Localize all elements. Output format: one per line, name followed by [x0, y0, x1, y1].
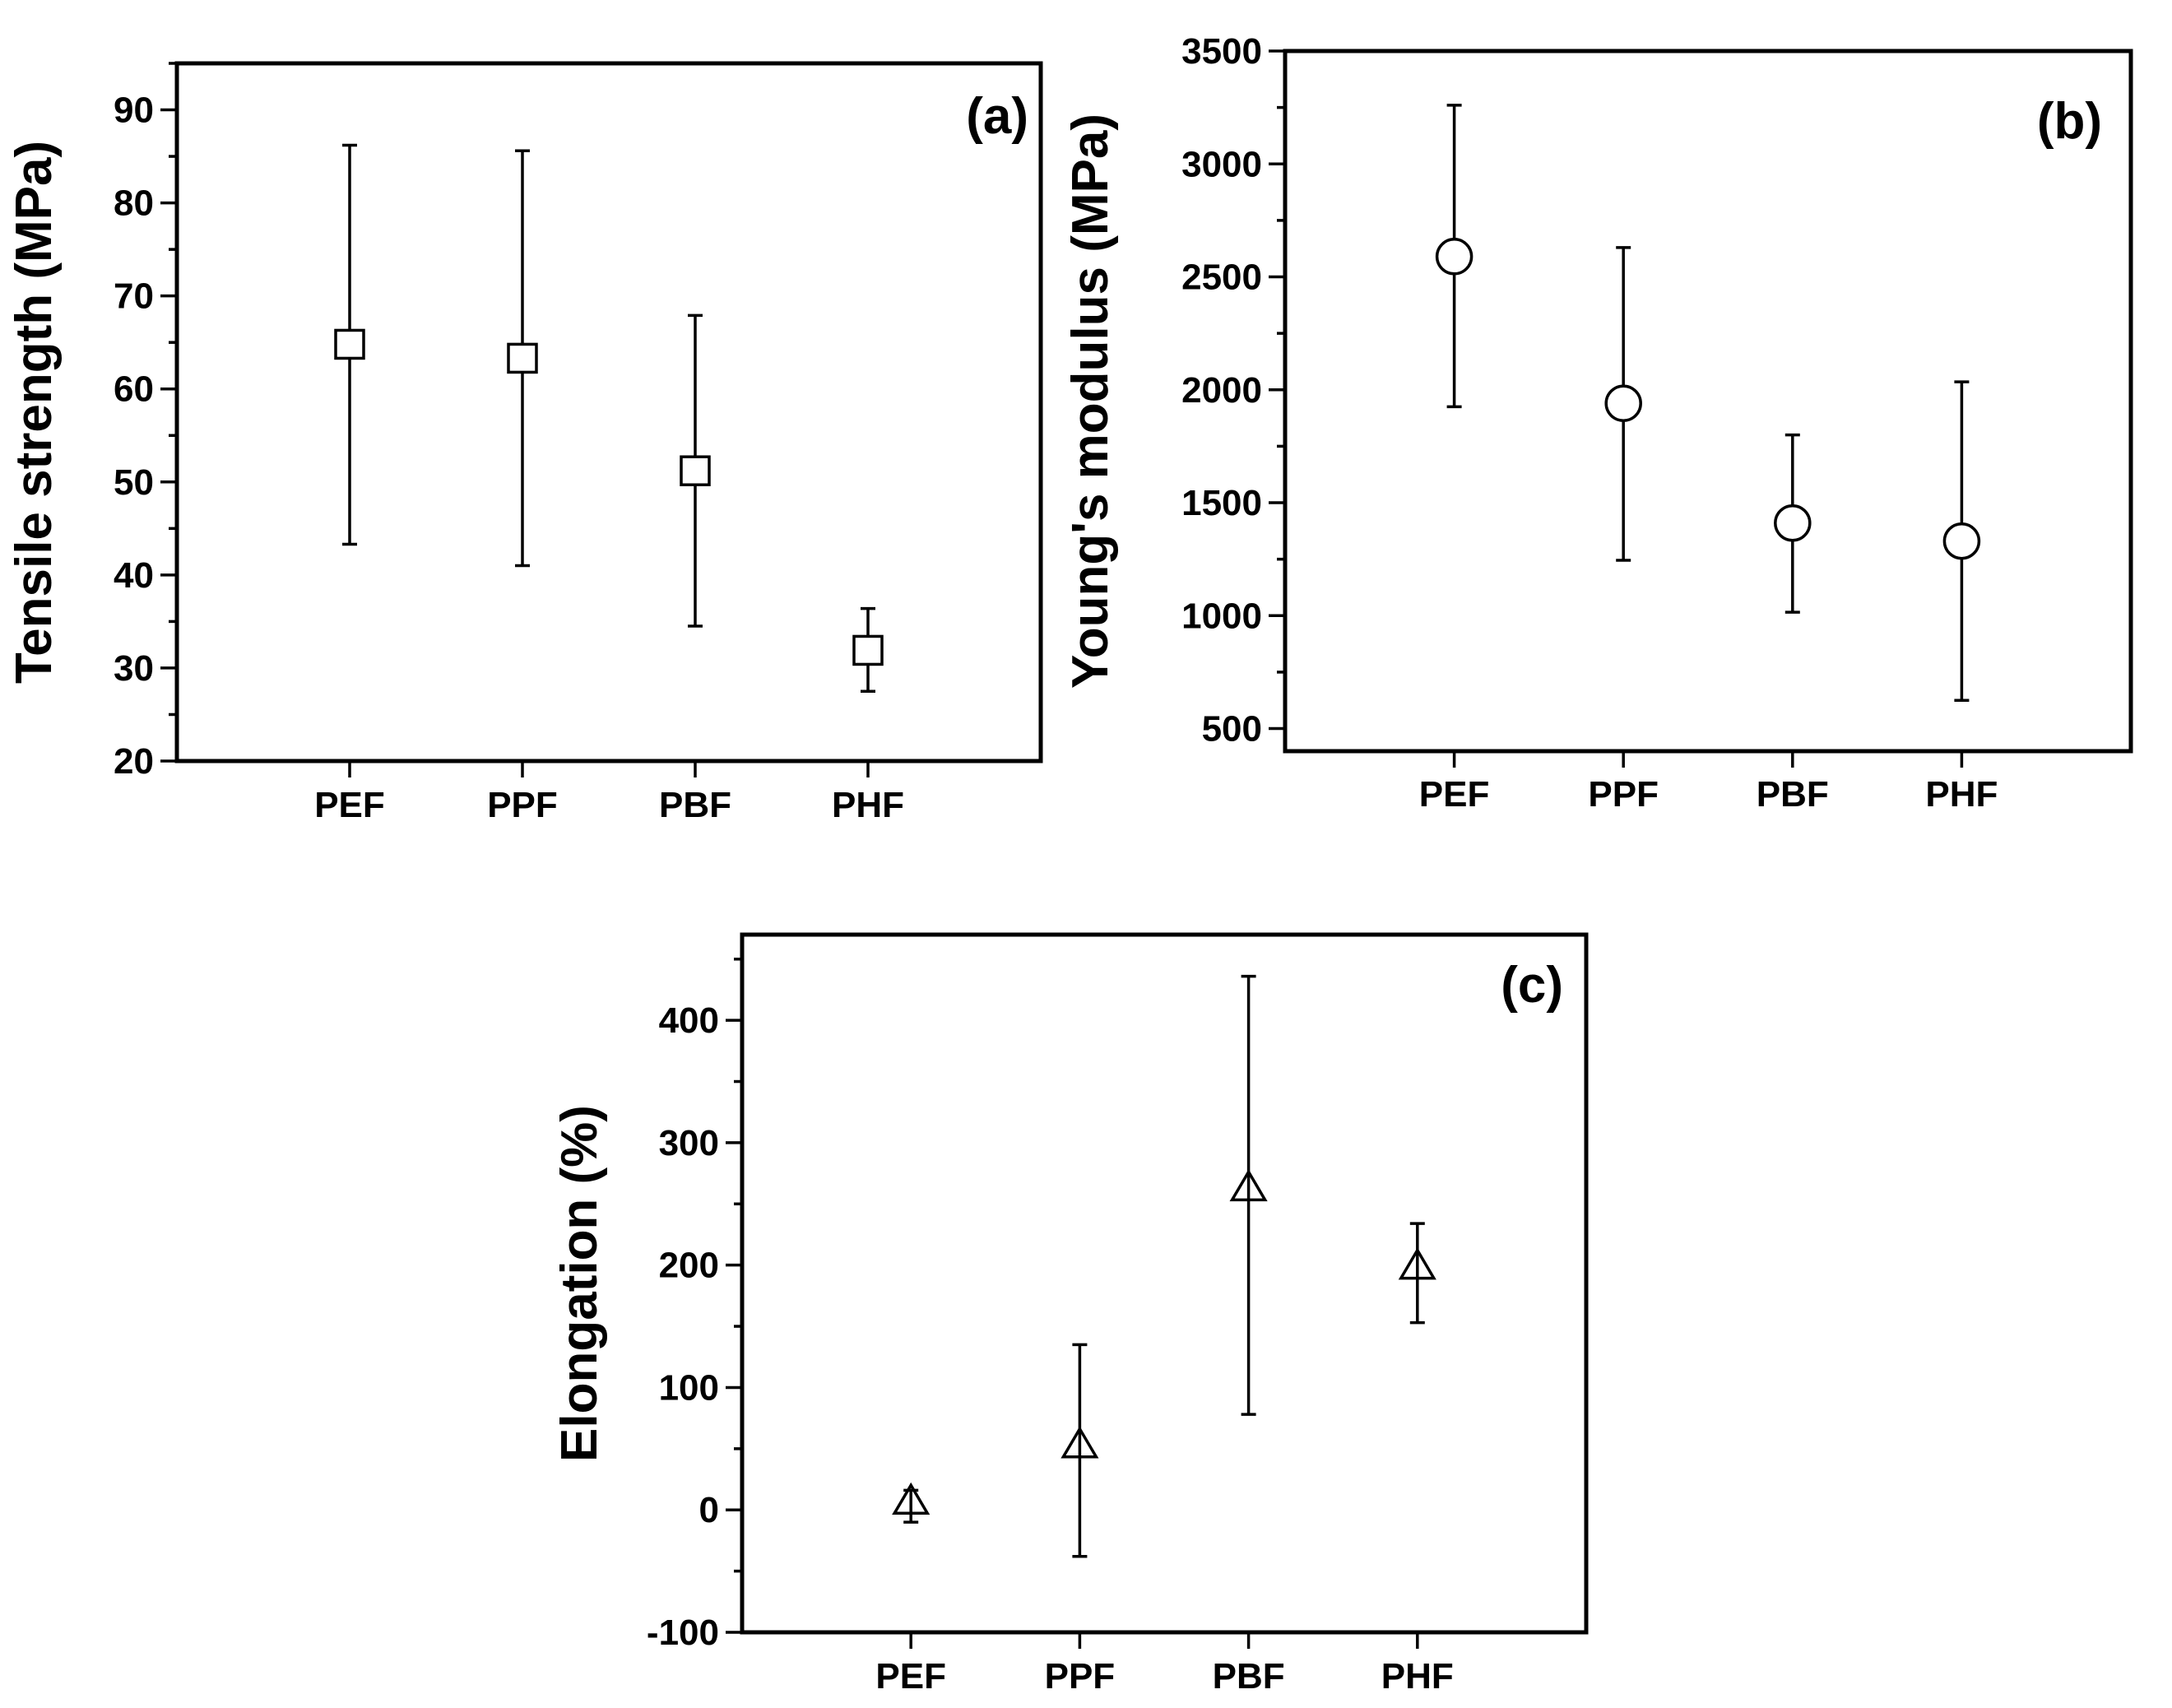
- y-tick-label: 300: [659, 1123, 719, 1163]
- x-category-label: PBF: [1757, 774, 1829, 815]
- y-tick-label: 60: [114, 369, 154, 410]
- y-tick-label: 90: [114, 91, 154, 131]
- data-point-circle: [1604, 384, 1642, 422]
- data-point-circle: [1435, 238, 1474, 276]
- y-tick-label: 500: [1202, 709, 1262, 750]
- data-point-square: [334, 328, 365, 360]
- y-tick-label: 2500: [1181, 258, 1262, 298]
- x-category-label: PBF: [659, 785, 731, 825]
- y-axis-title: Tensile strength (MPa): [6, 141, 63, 684]
- y-tick-label: 2000: [1181, 370, 1262, 411]
- panel-label: (a): [966, 88, 1028, 145]
- x-category-label: PEF: [1419, 774, 1490, 815]
- chart-panel-a: 20 30 40 50 60 70 80 90 PEF PPF PBF PHF Tensile stre…: [6, 61, 1043, 825]
- data-point-square: [680, 455, 711, 486]
- y-tick-label: 100: [659, 1367, 719, 1408]
- y-axis-title: Young's modulus (MPa): [1062, 114, 1119, 689]
- y-tick-label: 30: [114, 648, 154, 689]
- x-category-label: PBF: [1213, 1656, 1285, 1696]
- data-point-triangle: [1060, 1426, 1099, 1459]
- x-category-label: PPF: [1045, 1656, 1116, 1696]
- panel-label: (c): [1501, 957, 1563, 1014]
- data-point-square: [852, 634, 884, 666]
- chart-panel-b: 500 1000 1500 2000 2500 3000 3500 PEF PPF PBF PHF Y…: [1062, 31, 2133, 815]
- y-tick-label: 200: [659, 1246, 719, 1286]
- x-category-label: PPF: [487, 785, 558, 825]
- y-axis-title: Elongation (%): [551, 1105, 608, 1462]
- y-tick-label: 3000: [1181, 144, 1262, 184]
- x-category-label: PHF: [1381, 1656, 1454, 1696]
- y-tick-label: 80: [114, 183, 154, 224]
- y-tick-label: 40: [114, 555, 154, 596]
- x-category-label: PHF: [1925, 774, 1998, 815]
- x-category-label: PEF: [875, 1656, 946, 1696]
- x-category-label: PPF: [1588, 774, 1659, 815]
- data-point-triangle: [1229, 1168, 1268, 1202]
- y-tick-label: 3500: [1181, 31, 1262, 72]
- data-point-square: [507, 342, 538, 374]
- data-point-triangle: [1398, 1247, 1436, 1280]
- y-tick-label: 1000: [1181, 596, 1262, 636]
- plot-frame: [1283, 49, 2133, 754]
- data-point-triangle: [892, 1482, 931, 1515]
- y-tick-label: 50: [114, 462, 154, 503]
- y-tick-label: 70: [114, 276, 154, 317]
- y-tick-label: 0: [699, 1490, 719, 1530]
- plot-frame: [740, 932, 1589, 1635]
- data-point-circle: [1774, 504, 1812, 542]
- y-tick-label: 20: [114, 741, 154, 782]
- plot-frame: [174, 61, 1043, 763]
- data-point-circle: [1942, 522, 1981, 560]
- panel-label: (b): [2037, 93, 2102, 150]
- chart-panel-c: -100 0 100 200 300 400 PEF PPF PBF PHF Elongation …: [551, 932, 1589, 1696]
- x-category-label: PEF: [314, 785, 385, 825]
- y-tick-label: 1500: [1181, 483, 1262, 523]
- y-tick-label: 400: [659, 1000, 719, 1041]
- y-tick-label: -100: [647, 1613, 719, 1653]
- x-category-label: PHF: [832, 785, 904, 825]
